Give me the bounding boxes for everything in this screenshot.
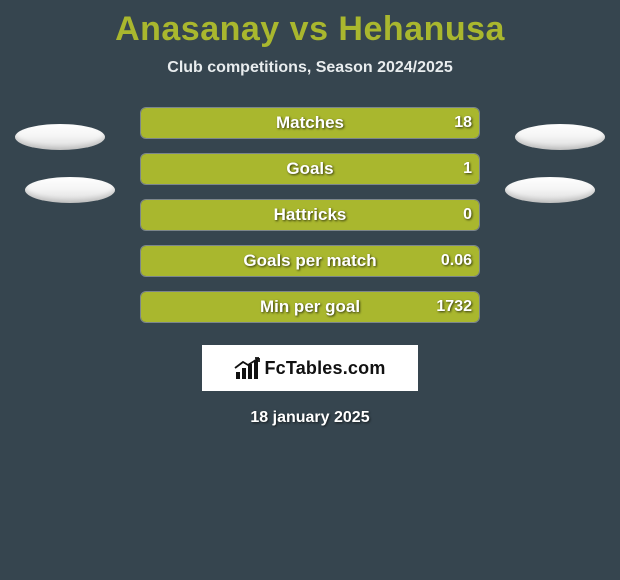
bar-track <box>140 107 480 139</box>
bar-fill-left <box>141 200 479 230</box>
stat-value-right: 0 <box>463 199 472 231</box>
stat-row: Matches 18 <box>0 107 620 139</box>
stat-row: Min per goal 1732 <box>0 291 620 323</box>
bar-fill-right <box>141 108 479 138</box>
stat-value-right: 18 <box>454 107 472 139</box>
bar-track <box>140 291 480 323</box>
stat-value-right: 1 <box>463 153 472 185</box>
bar-chart-icon <box>234 357 260 379</box>
date-text: 18 january 2025 <box>250 409 369 427</box>
bar-fill-right <box>141 292 479 322</box>
bar-track <box>140 153 480 185</box>
stat-row: Goals per match 0.06 <box>0 245 620 277</box>
bar-track <box>140 199 480 231</box>
bar-fill-right <box>141 154 479 184</box>
stat-value-right: 1732 <box>436 291 472 323</box>
comparison-infographic: Anasanay vs Hehanusa Club competitions, … <box>0 0 620 580</box>
source-logo: FcTables.com <box>202 345 418 391</box>
bar-track <box>140 245 480 277</box>
bar-fill-right <box>141 246 479 276</box>
page-title: Anasanay vs Hehanusa <box>115 10 505 49</box>
stat-value-right: 0.06 <box>441 245 472 277</box>
arrow-icon <box>234 357 260 369</box>
stat-row: Goals 1 <box>0 153 620 185</box>
stat-row: Hattricks 0 <box>0 199 620 231</box>
logo-text: FcTables.com <box>264 358 385 379</box>
subtitle: Club competitions, Season 2024/2025 <box>167 59 452 77</box>
